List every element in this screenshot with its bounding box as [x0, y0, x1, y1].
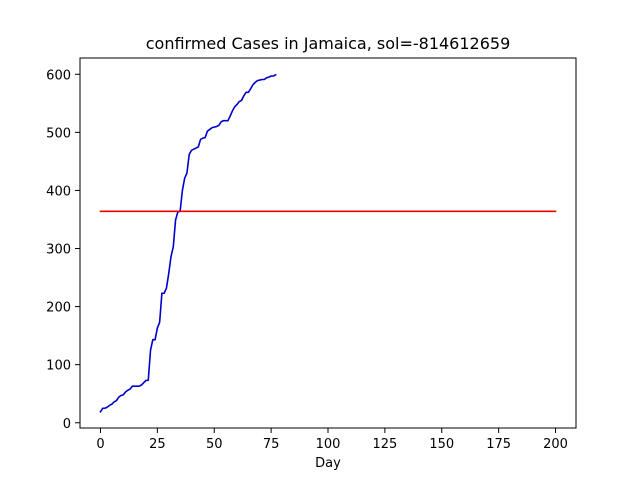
series-layer [99, 73, 557, 413]
confirmed-cases-line [99, 73, 277, 413]
x-axis-ticks: 0 25 50 75 100 125 150 175 200 [96, 428, 568, 452]
y-tick-label: 300 [46, 243, 71, 258]
x-tick-label: 0 [96, 437, 104, 452]
axes-frame [79, 57, 577, 429]
x-tick-label: 200 [543, 437, 568, 452]
y-tick-label: 100 [46, 359, 71, 374]
x-tick-label: 100 [316, 437, 341, 452]
x-tick-label: 25 [149, 437, 166, 452]
y-tick-label: 600 [46, 68, 71, 83]
x-tick-label: 50 [206, 437, 223, 452]
y-tick-label: 400 [46, 184, 71, 199]
x-tick-label: 125 [372, 437, 397, 452]
x-tick-label: 175 [486, 437, 511, 452]
y-tick-label: 0 [63, 417, 71, 432]
y-axis-ticks: 0 100 200 300 400 500 600 [46, 68, 80, 432]
x-tick-label: 150 [429, 437, 454, 452]
x-tick-label: 75 [263, 437, 280, 452]
y-tick-label: 200 [46, 301, 71, 316]
x-axis-title: Day [315, 456, 341, 471]
chart-title: confirmed Cases in Jamaica, sol=-8146126… [146, 34, 511, 53]
y-tick-label: 500 [46, 126, 71, 141]
